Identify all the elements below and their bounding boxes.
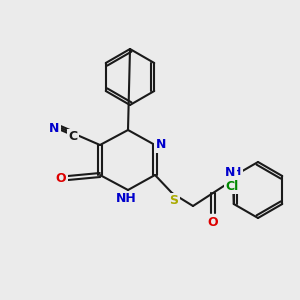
Text: NH: NH <box>116 193 136 206</box>
Text: H: H <box>232 167 242 177</box>
Text: O: O <box>56 172 66 184</box>
Text: N: N <box>156 139 166 152</box>
Text: O: O <box>208 215 218 229</box>
Text: N: N <box>49 122 59 134</box>
Text: N: N <box>225 166 235 178</box>
Text: Cl: Cl <box>225 179 238 193</box>
Text: S: S <box>169 194 178 208</box>
Text: C: C <box>68 130 78 143</box>
